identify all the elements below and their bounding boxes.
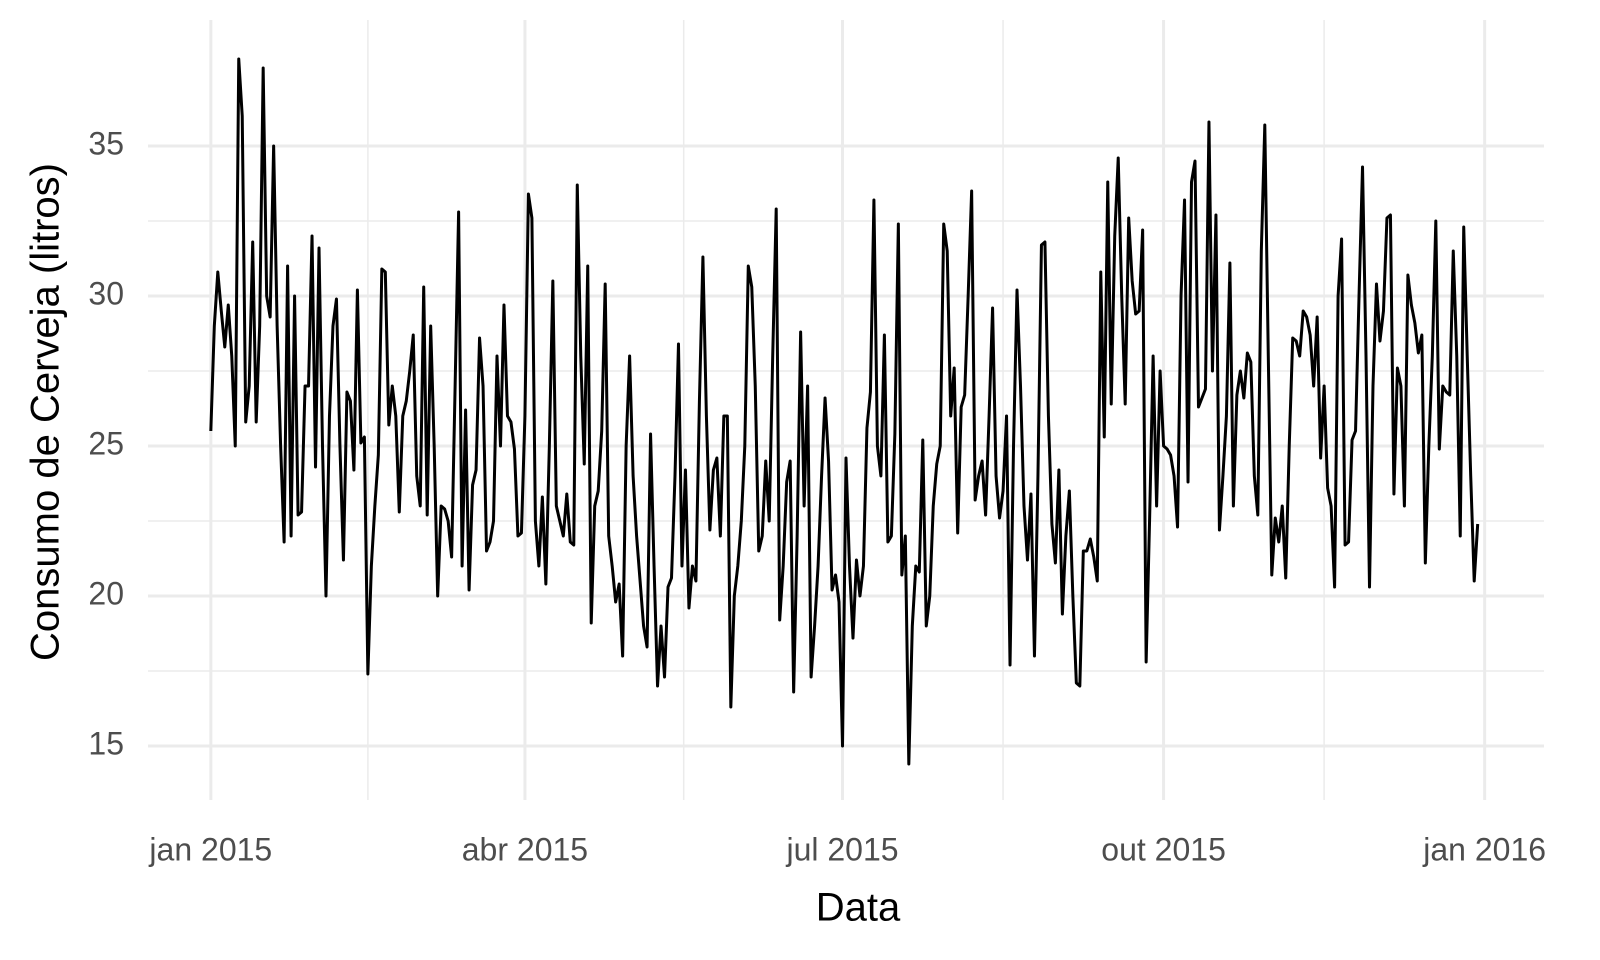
data-line	[209, 57, 1480, 766]
y-tick-label: 25	[88, 425, 124, 461]
x-tick-label: jan 2016	[1422, 831, 1546, 867]
y-tick-label: 35	[88, 125, 124, 161]
y-tick-label: 20	[88, 575, 124, 611]
y-tick-label: 15	[88, 725, 124, 761]
x-tick-label: jan 2015	[148, 831, 272, 867]
x-tick-label: abr 2015	[462, 831, 588, 867]
x-tick-label: jul 2015	[785, 831, 898, 867]
x-axis-label: Data	[816, 886, 901, 930]
x-tick-label: out 2015	[1101, 831, 1226, 867]
y-tick-label: 30	[88, 275, 124, 311]
y-axis-label: Consumo de Cerveja (litros)	[24, 163, 68, 661]
